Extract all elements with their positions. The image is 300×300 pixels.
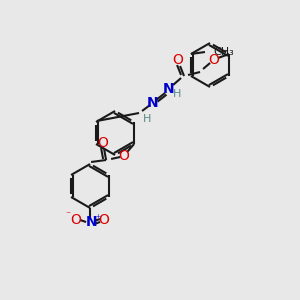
Text: H: H bbox=[173, 89, 181, 99]
Text: N: N bbox=[147, 96, 159, 110]
Text: ⁺: ⁺ bbox=[95, 214, 101, 224]
Text: N: N bbox=[163, 82, 175, 96]
Text: CH₃: CH₃ bbox=[213, 47, 234, 57]
Text: O: O bbox=[99, 213, 110, 227]
Text: O: O bbox=[172, 53, 184, 67]
Text: N: N bbox=[85, 215, 97, 229]
Text: H: H bbox=[143, 114, 151, 124]
Text: ⁻: ⁻ bbox=[65, 210, 71, 220]
Text: O: O bbox=[98, 136, 109, 150]
Text: O: O bbox=[208, 53, 220, 67]
Text: O: O bbox=[71, 213, 82, 227]
Text: O: O bbox=[119, 149, 130, 163]
